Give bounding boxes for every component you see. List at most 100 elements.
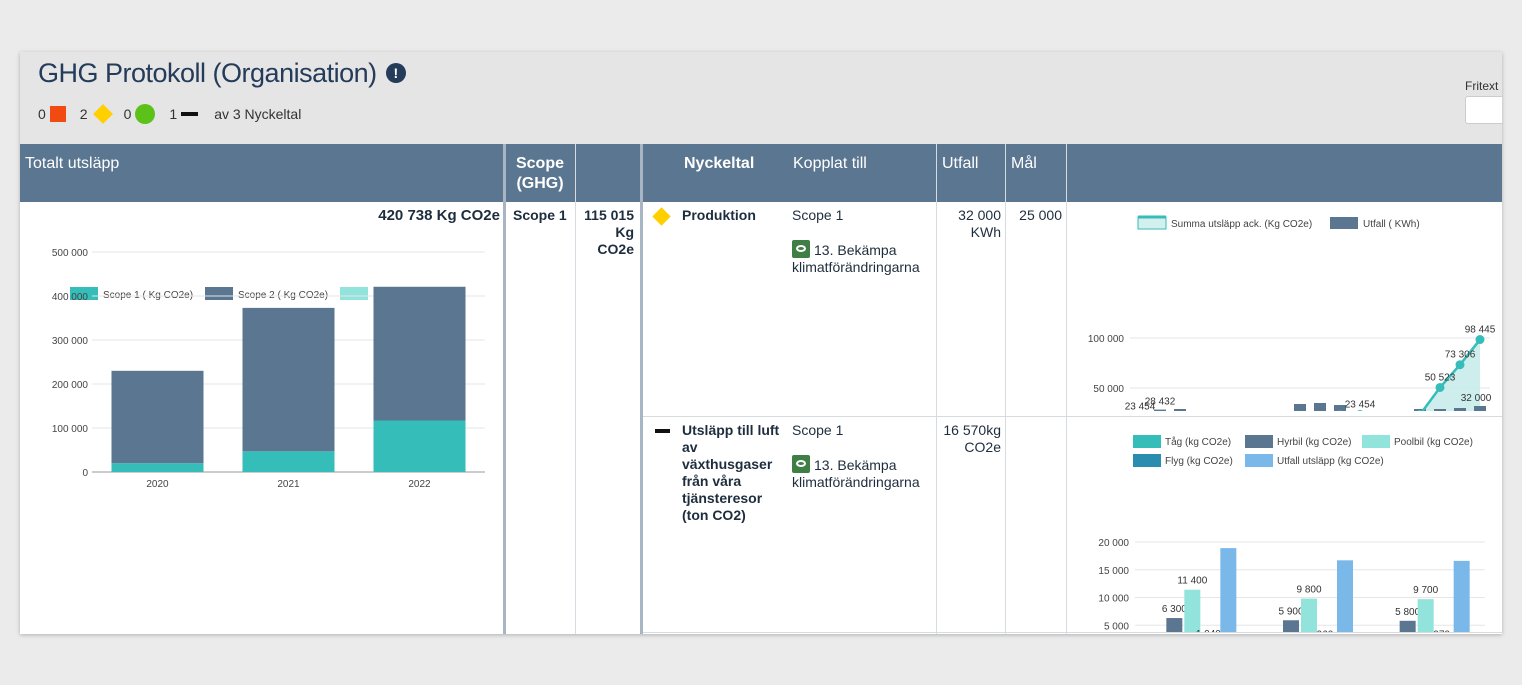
bar (1434, 409, 1446, 411)
fritext-label: Fritext (1465, 79, 1499, 93)
col-total[interactable]: Totalt utsläpp (25, 155, 120, 172)
data-label: 9 700 (1413, 585, 1438, 596)
legend-swatch (205, 287, 233, 300)
y-tick-label: 15 000 (1098, 566, 1129, 577)
bar (1417, 599, 1434, 632)
row1-name[interactable]: Produktion (682, 207, 756, 223)
y-tick-label: 500 000 (52, 248, 89, 259)
total-value: 420 738 Kg CO2e (378, 207, 500, 224)
point (1357, 410, 1363, 411)
data-label: 50 523 (1425, 372, 1456, 383)
data-label: 98 445 (1465, 325, 1496, 336)
page-title-text: GHG Protokoll (Organisation) (38, 58, 377, 88)
yellow-diamond-icon (652, 207, 671, 226)
point (1455, 360, 1465, 370)
row2-name[interactable]: Utsläpp till luft av växthusgaser från v… (682, 422, 780, 523)
row1-sdg[interactable]: 13. Bekämpa klimatförändringarna (792, 240, 932, 276)
bar (373, 420, 466, 472)
series-line (1421, 338, 1481, 411)
tjansteresor-chart: Tåg (kg CO2e) Hyrbil (kg CO2e) Poolbil (kg… (1098, 435, 1485, 632)
legend-swatch (70, 287, 98, 300)
bar (242, 307, 335, 452)
row1-mal: 25 000 (1019, 207, 1062, 223)
data-label: 28 432 (1145, 397, 1176, 408)
bar (111, 370, 204, 464)
bar (1283, 620, 1299, 632)
header-scope-block (506, 144, 640, 202)
x-tick-label: 2022 (408, 479, 431, 490)
col-scope-text: Scope (GHG) (515, 155, 564, 192)
scope-value: 115 015 Kg CO2e (584, 207, 634, 257)
page-header: GHG Protokoll (Organisation) ! 0 2 0 1 a… (20, 52, 1502, 144)
y-tick-label: 10 000 (1098, 594, 1129, 605)
bar (1414, 409, 1426, 411)
bar (1294, 404, 1306, 411)
bar (1334, 405, 1346, 411)
legend-label: Utfall ( KWh) (1363, 219, 1420, 230)
page-title: GHG Protokoll (Organisation) ! (38, 58, 406, 89)
col-utfall[interactable]: Utfall (942, 155, 979, 172)
x-tick-label: 2020 (146, 479, 169, 490)
legend-swatch (1330, 217, 1358, 229)
produktion-chart: Summa utsläpp ack. (Kg CO2e) Utfall ( KWh… (1088, 215, 1496, 411)
header-total (20, 144, 503, 202)
count-yellow: 2 (79, 106, 88, 122)
bar (1454, 408, 1466, 411)
col-mal[interactable]: Mål (1011, 155, 1037, 172)
fritext-input[interactable] (1465, 96, 1502, 124)
y-tick-label: 100 000 (1088, 334, 1125, 345)
bar (1154, 409, 1166, 411)
legend-swatch (1133, 435, 1161, 448)
bar (1220, 548, 1237, 632)
legend-swatch (340, 287, 368, 300)
divider (1066, 144, 1067, 634)
legend-label: Flyg (kg CO2e) (1165, 456, 1233, 467)
data-label: 23 454 (1345, 400, 1376, 411)
row1-sdg-label: 13. Bekämpa klimatförändringarna (792, 242, 920, 275)
bar (1453, 560, 1470, 632)
bar (1301, 598, 1317, 632)
row2-sdg-label: 13. Bekämpa klimatförändringarna (792, 457, 920, 490)
scope-stacked-chart: Scope 1 ( Kg CO2e)Scope 2 ( Kg CO2e)Scop… (52, 248, 485, 490)
black-dash-icon (655, 429, 670, 433)
row2-sdg[interactable]: 13. Bekämpa klimatförändringarna (792, 455, 932, 491)
row-divider (643, 632, 1502, 633)
divider (936, 144, 937, 634)
status-counts: 0 2 0 1 av 3 Nyckeltal (38, 104, 305, 124)
point (1475, 335, 1485, 345)
legend-label: Summa utsläpp ack. (Kg CO2e) (1171, 219, 1312, 230)
col-kopplat[interactable]: Kopplat till (793, 155, 867, 172)
yellow-diamond-icon (92, 104, 113, 124)
data-label: 11 400 (1177, 576, 1207, 587)
exclamation-circle-icon[interactable]: ! (385, 63, 406, 83)
divider (575, 144, 576, 634)
col-scope[interactable]: Scope (GHG) (510, 144, 570, 202)
y-tick-label: 100 000 (52, 424, 89, 435)
point (1435, 382, 1445, 392)
legend-label: Hyrbil (kg CO2e) (1277, 437, 1351, 448)
y-tick-label: 5 000 (1104, 621, 1129, 632)
data-label: 960 (1317, 630, 1334, 632)
col-nyckeltal[interactable]: Nyckeltal (684, 155, 755, 172)
green-circle-icon (135, 104, 156, 124)
sdg-13-icon (792, 240, 810, 258)
y-tick-label: 20 000 (1098, 538, 1129, 549)
data-label: 6 300 (1162, 604, 1187, 615)
ghg-dashboard: GHG Protokoll (Organisation) ! 0 2 0 1 a… (20, 52, 1502, 634)
data-label: 970 (1433, 630, 1450, 632)
y-tick-label: 300 000 (52, 336, 89, 347)
y-tick-label: 200 000 (52, 380, 89, 391)
black-dash-icon (181, 112, 199, 116)
counts-suffix: av 3 Nyckeltal (214, 106, 302, 122)
data-label: 23 454 (1125, 402, 1156, 411)
row2-utfall: 16 570kg CO2e (943, 422, 1001, 455)
bar (373, 286, 466, 421)
count-red: 0 (38, 106, 46, 122)
data-label: 5 800 (1395, 607, 1420, 618)
sdg-13-icon (792, 455, 810, 473)
legend-swatch (1245, 454, 1273, 467)
legend-swatch (1245, 435, 1273, 448)
bar (1174, 409, 1186, 411)
data-label: 5 900 (1278, 606, 1303, 617)
point (1417, 410, 1423, 411)
